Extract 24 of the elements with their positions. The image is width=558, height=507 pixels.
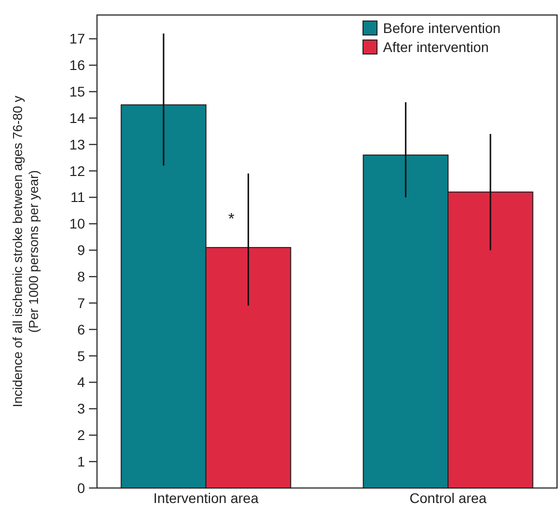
x-tick-label: Control area — [410, 490, 487, 506]
y-tick-label: 12 — [69, 162, 86, 179]
y-tick-label: 16 — [69, 57, 86, 74]
y-tick-label: 2 — [77, 427, 86, 444]
y-axis-title: Incidence of all ischemic stroke between ages 76-80 y (Per 1000 persons per year) — [10, 95, 41, 408]
y-tick-label: 6 — [77, 321, 86, 338]
y-tick-label: 5 — [77, 348, 86, 364]
legend-label: Before intervention — [383, 20, 501, 36]
y-tick-label: 1 — [77, 453, 86, 470]
y-tick-label: 11 — [70, 189, 86, 206]
annotation: * — [228, 210, 234, 228]
legend-label: After intervention — [383, 38, 489, 55]
x-tick-label: Intervention area — [153, 490, 259, 506]
y-tick-label: 4 — [77, 374, 86, 390]
y-tick-label: 15 — [69, 84, 86, 100]
y-tick-label: 13 — [69, 136, 86, 152]
y-tick-label: 9 — [77, 242, 86, 258]
y-tick-label: 8 — [77, 268, 86, 285]
y-tick-label: 14 — [69, 110, 86, 126]
y-tick-label: 10 — [69, 216, 86, 232]
y-tick-label: 7 — [77, 294, 86, 311]
y-tick-label: 17 — [69, 30, 86, 47]
y-tick-label: 3 — [77, 400, 86, 417]
y-tick-label: 0 — [77, 480, 86, 496]
